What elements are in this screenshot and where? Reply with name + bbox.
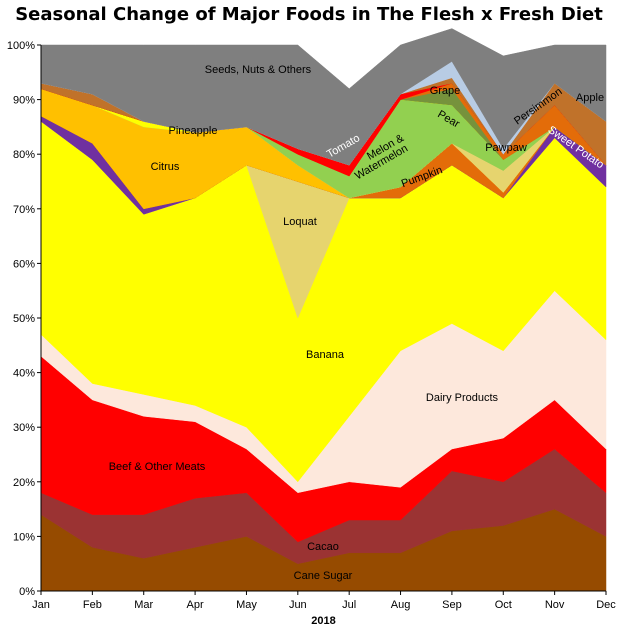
y-tick-label: 20% <box>13 477 35 489</box>
areas-layer <box>40 28 607 592</box>
x-tick-label: Nov <box>545 599 565 611</box>
x-tick-label: Aug <box>391 599 411 611</box>
x-tick-label: Apr <box>187 599 204 611</box>
area-label-cane-sugar: Cane Sugar <box>294 570 353 582</box>
area-label-pineapple: Pineapple <box>169 125 218 137</box>
x-tick-label: Mar <box>134 599 153 611</box>
area-label-apple: Apple <box>576 92 604 104</box>
y-tick-label: 30% <box>13 422 35 434</box>
area-label-dairy-products: Dairy Products <box>426 392 499 404</box>
x-tick-label: May <box>236 599 257 611</box>
area-label-banana: Banana <box>306 349 345 361</box>
x-tick-label: Jul <box>342 599 356 611</box>
axes-layer: 0% 10% 20% 30% 40% 50% 60% 70% 80% 90% 100% Jan Feb M… <box>7 40 616 627</box>
y-tick-label: 70% <box>13 204 35 216</box>
x-tick-label: Jun <box>289 599 307 611</box>
y-tick-label: 80% <box>13 149 35 161</box>
x-tick-label: Dec <box>596 599 616 611</box>
area-label-seeds-nuts-and-others: Seeds, Nuts & Others <box>205 64 312 76</box>
area-seeds-nuts-and-others <box>40 28 607 166</box>
chart-title: Seasonal Change of Major Foods in The Fl… <box>15 4 603 25</box>
y-tick-label: 90% <box>13 95 35 107</box>
y-tick-label: 60% <box>13 258 35 270</box>
y-tick-label: 0% <box>19 586 35 598</box>
y-tick-label: 50% <box>13 313 35 325</box>
area-label-loquat: Loquat <box>283 216 317 228</box>
x-tick-label: Feb <box>83 599 102 611</box>
area-label-citrus: Citrus <box>151 161 180 173</box>
y-tick-label: 40% <box>13 368 35 380</box>
x-tick-label: Sep <box>442 599 462 611</box>
x-axis-label: 2018 <box>311 615 335 627</box>
area-label-beef-and-other-meats: Beef & Other Meats <box>109 461 206 473</box>
x-tick-label: Oct <box>495 599 512 611</box>
area-label-pawpaw: Pawpaw <box>485 142 527 154</box>
area-label-grape: Grape <box>430 85 461 97</box>
y-tick-label: 100% <box>7 40 35 52</box>
y-tick-label: 10% <box>13 531 35 543</box>
x-tick-label: Jan <box>32 599 50 611</box>
area-label-cacao: Cacao <box>307 541 339 553</box>
